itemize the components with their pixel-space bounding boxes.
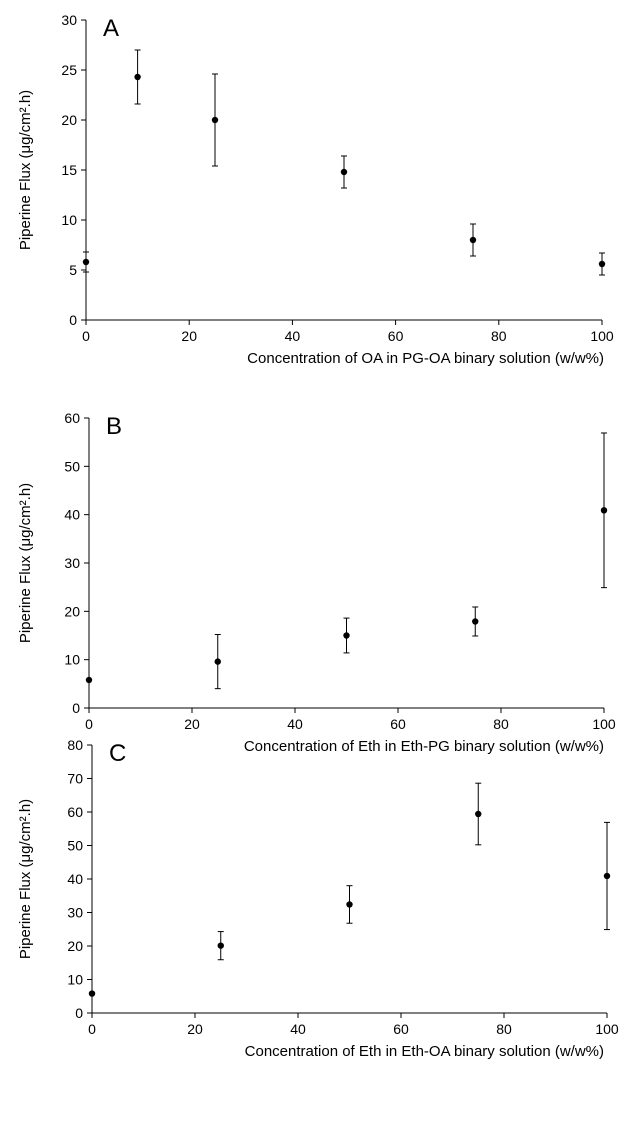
x-axis-title: Concentration of Eth in Eth-OA binary so…: [245, 1043, 604, 1060]
y-axis-title: Piperine Flux (μg/cm².h): [17, 483, 34, 643]
x-tick-label: 60: [388, 328, 404, 344]
y-axis-title: Piperine Flux (μg/cm².h): [17, 90, 34, 250]
y-tick-label: 70: [67, 771, 83, 787]
data-point: [85, 676, 93, 684]
data-point: [214, 658, 221, 665]
y-tick-label: 20: [67, 938, 83, 954]
y-tick-label: 40: [64, 507, 80, 523]
y-tick-label: 80: [67, 737, 83, 753]
y-tick-label: 25: [61, 62, 77, 78]
y-tick-label: 0: [75, 1005, 83, 1021]
panel-label: A: [103, 15, 119, 42]
x-axis-title: Concentration of OA in PG-OA binary solu…: [247, 350, 604, 367]
data-point: [600, 507, 608, 514]
x-tick-label: 20: [184, 716, 200, 732]
data-point: [88, 990, 96, 997]
chart-panel-a: 0 5 10 15 20 25 30 0 20 40 60 80 100 Concentration of…: [17, 12, 614, 367]
y-tick-label: 10: [61, 212, 77, 228]
x-tick-label: 80: [491, 328, 507, 344]
y-tick-label: 30: [61, 12, 77, 28]
y-tick-label: 20: [61, 112, 77, 128]
x-tick-label: 100: [592, 716, 616, 732]
x-tick-label: 0: [82, 328, 90, 344]
x-tick-label: 20: [187, 1021, 203, 1037]
y-tick-label: 50: [64, 458, 80, 474]
y-tick-label: 30: [67, 905, 83, 921]
data-point: [598, 260, 606, 268]
x-tick-label: 40: [285, 328, 301, 344]
data-point: [340, 168, 348, 176]
x-tick-label: 0: [88, 1021, 96, 1037]
data-point: [217, 942, 224, 949]
x-tick-label: 60: [393, 1021, 409, 1037]
chart-panel-c: 0 10 20 30 40 50 60 70 80 0 20 40 60 80 100 Concentrati…: [17, 737, 619, 1060]
panel-label: C: [109, 740, 126, 767]
data-point: [469, 236, 477, 244]
data-point: [343, 632, 350, 639]
y-tick-label: 20: [64, 603, 80, 619]
data-point: [475, 810, 482, 818]
y-tick-label: 5: [69, 262, 77, 278]
y-axis-title: Piperine Flux (μg/cm².h): [17, 799, 34, 959]
chart-panel-b: 0 10 20 30 40 50 60 0 20 40 60 80 100 Concentration o…: [17, 410, 616, 755]
x-tick-label: 80: [493, 716, 509, 732]
y-tick-label: 40: [67, 871, 83, 887]
data-point: [211, 116, 219, 124]
y-tick-label: 50: [67, 838, 83, 854]
x-tick-label: 40: [290, 1021, 306, 1037]
y-tick-label: 60: [64, 410, 80, 426]
panel-label: B: [106, 413, 122, 440]
data-point: [134, 73, 141, 81]
x-tick-label: 40: [287, 716, 303, 732]
y-tick-label: 0: [69, 312, 77, 328]
y-tick-label: 10: [64, 652, 80, 668]
x-tick-label: 0: [85, 716, 93, 732]
data-point: [82, 258, 90, 266]
x-axis-title: Concentration of Eth in Eth-PG binary so…: [244, 738, 604, 755]
y-tick-label: 30: [64, 555, 80, 571]
y-tick-label: 15: [61, 162, 77, 178]
data-point: [472, 618, 479, 625]
data-point: [603, 872, 611, 880]
y-tick-label: 0: [72, 700, 80, 716]
x-tick-label: 100: [595, 1021, 619, 1037]
y-tick-label: 10: [67, 972, 83, 988]
data-point: [346, 901, 353, 908]
x-tick-label: 20: [181, 328, 197, 344]
y-tick-label: 60: [67, 804, 83, 820]
x-tick-label: 60: [390, 716, 406, 732]
x-tick-label: 100: [590, 328, 614, 344]
x-tick-label: 80: [496, 1021, 512, 1037]
